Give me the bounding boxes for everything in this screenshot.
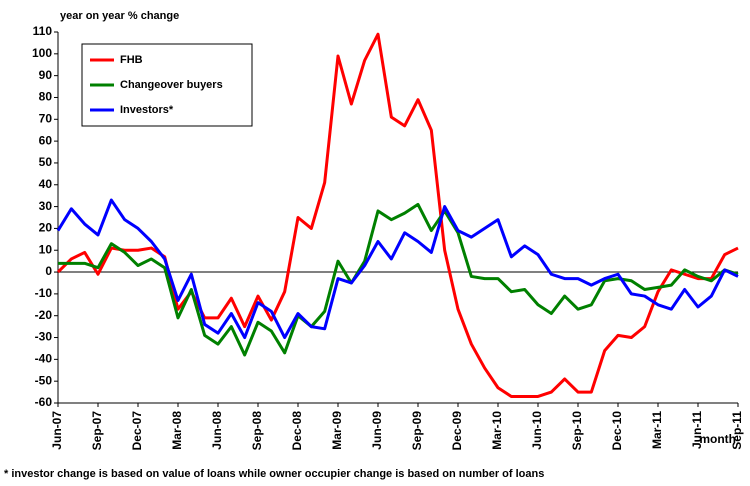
x-tick-label: Mar-08 <box>170 411 184 450</box>
y-tick-label: -30 <box>35 330 53 344</box>
x-tick-label: Sep-10 <box>570 411 584 451</box>
y-tick-label: 30 <box>39 199 53 213</box>
x-tick-label: Dec-09 <box>450 411 464 451</box>
legend-label: FHB <box>120 54 143 66</box>
y-tick-label: -50 <box>35 373 53 387</box>
footnote: * investor change is based on value of l… <box>4 468 544 480</box>
x-tick-label: Dec-08 <box>290 411 304 451</box>
x-tick-label: Dec-07 <box>130 411 144 451</box>
y-tick-label: 100 <box>32 46 52 60</box>
x-tick-label: Sep-09 <box>410 411 424 451</box>
x-tick-label: Mar-10 <box>490 411 504 450</box>
y-tick-label: 70 <box>39 111 53 125</box>
y-tick-label: 80 <box>39 90 53 104</box>
x-axis-label: month <box>699 432 736 446</box>
y-tick-label: 10 <box>39 242 53 256</box>
y-axis-label: year on year % change <box>60 10 179 22</box>
x-tick-label: Jun-10 <box>530 411 544 450</box>
x-tick-label: Dec-10 <box>610 411 624 451</box>
y-tick-label: -60 <box>35 395 53 409</box>
x-tick-label: Jun-11 <box>690 411 704 449</box>
x-tick-label: Mar-11 <box>650 411 664 449</box>
x-tick-label: Jun-08 <box>210 411 224 450</box>
x-tick-label: Sep-07 <box>90 411 104 451</box>
series-line <box>58 202 739 357</box>
x-tick-label: Jun-07 <box>50 411 64 450</box>
y-tick-label: 90 <box>39 68 53 82</box>
x-tick-label: Sep-08 <box>250 411 264 451</box>
y-tick-label: 50 <box>39 155 53 169</box>
y-tick-label: 40 <box>39 177 53 191</box>
x-tick-label: Mar-09 <box>330 411 344 450</box>
x-tick-label: Jun-09 <box>370 411 384 450</box>
y-tick-label: 0 <box>45 264 52 278</box>
y-tick-label: -20 <box>35 308 53 322</box>
y-tick-label: 20 <box>39 221 53 235</box>
legend-label: Changeover buyers <box>120 79 223 91</box>
series-line <box>56 198 739 340</box>
x-tick-label: Sep-11 <box>730 411 744 450</box>
y-tick-label: 110 <box>33 24 53 38</box>
y-tick-label: 60 <box>39 133 53 147</box>
legend-label: Investors* <box>120 104 174 116</box>
y-tick-label: -40 <box>35 352 53 366</box>
y-tick-label: -10 <box>35 286 53 300</box>
